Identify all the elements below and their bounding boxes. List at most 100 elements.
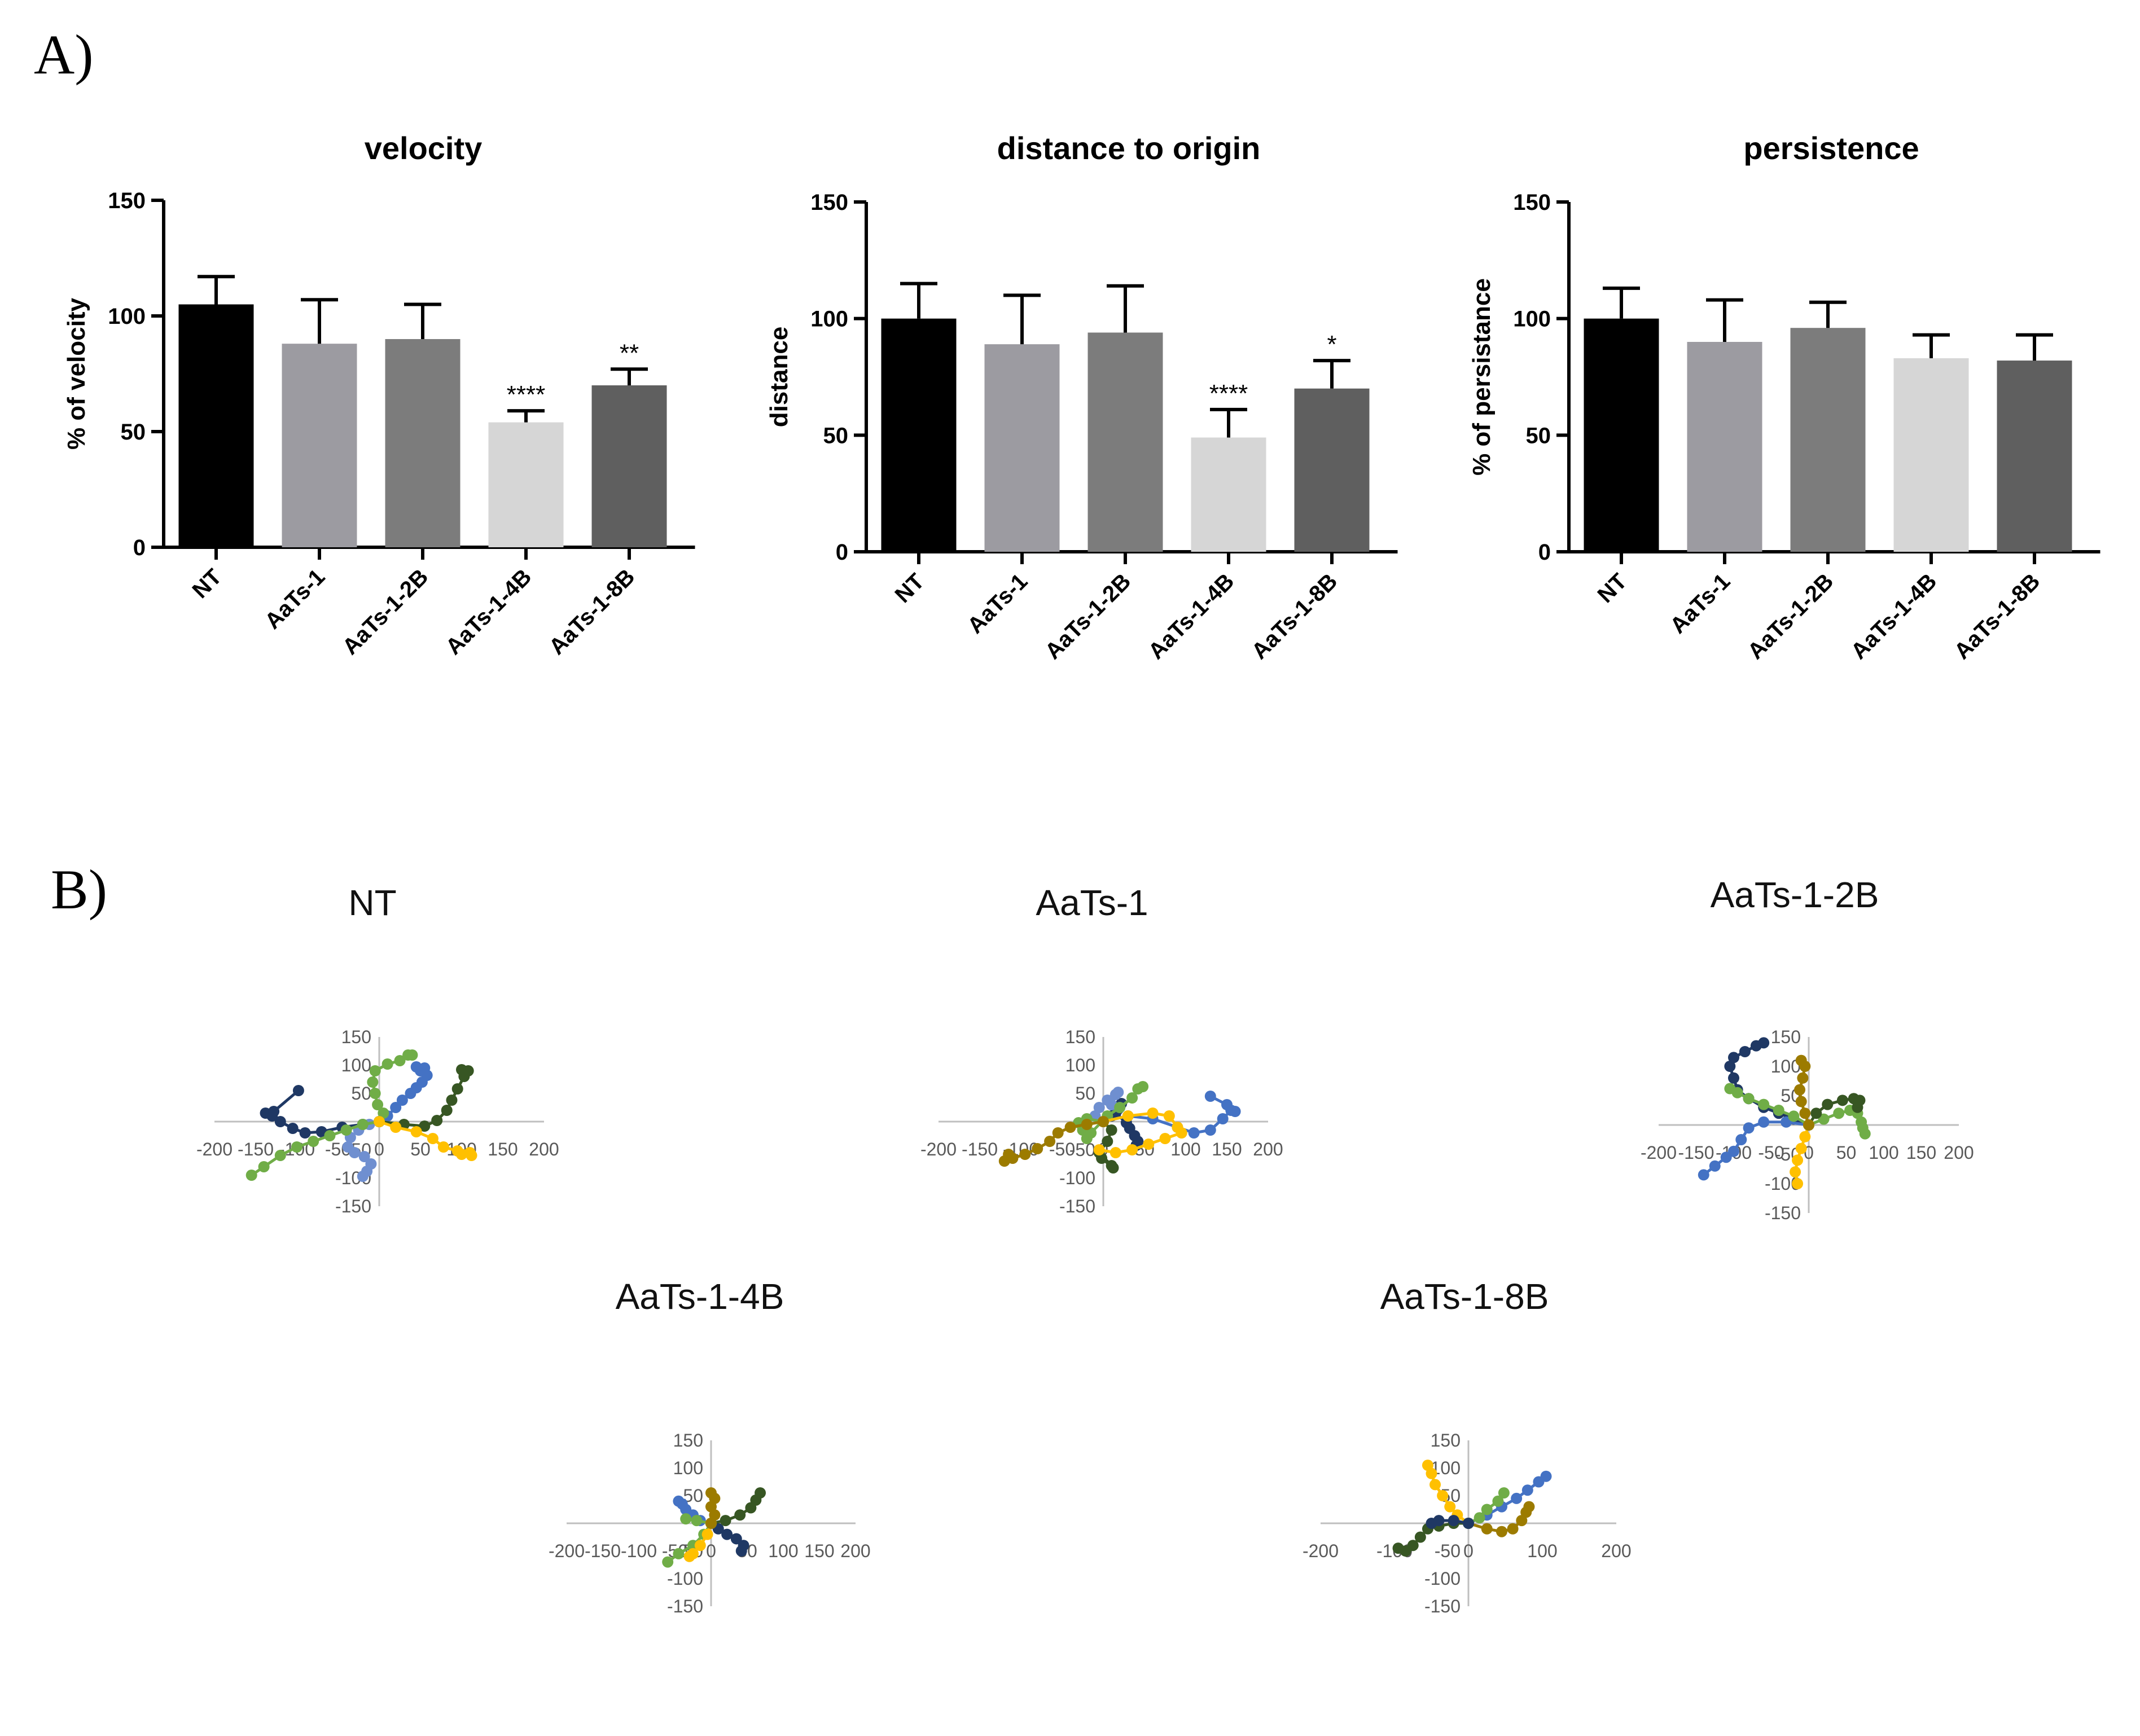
y-tick-label: 0 xyxy=(1538,540,1551,565)
trajectory-point-light-green xyxy=(1474,1512,1485,1524)
trajectory-point-light-green xyxy=(673,1548,685,1559)
trajectory-point-navy xyxy=(1463,1518,1474,1529)
persistence-bar-chart: persistence % of persistance 0 50 100 150 NT Aa… xyxy=(1468,130,2100,664)
x-tick-label: 150 xyxy=(1906,1142,1936,1163)
trajectory-point-blue xyxy=(410,1061,422,1073)
trajectory-point-light-green xyxy=(1724,1083,1736,1095)
x-tick-label: 150 xyxy=(1212,1139,1242,1159)
trajectory-point-light-green xyxy=(1758,1098,1770,1110)
trajectory-point-blue xyxy=(1720,1152,1732,1163)
trajectory-point-blue xyxy=(1735,1134,1747,1145)
trajectory-point-yellow xyxy=(683,1550,695,1562)
significance-marker: ** xyxy=(620,339,639,367)
trajectory-point-light-green xyxy=(245,1170,257,1181)
trajectory-point-olive xyxy=(1794,1084,1806,1096)
trajectory-point-olive xyxy=(1496,1526,1507,1537)
trajectory-point-dark-green xyxy=(720,1515,731,1527)
trajectory-point-yellow xyxy=(427,1133,438,1144)
trajectory-point-light-green xyxy=(1481,1504,1493,1515)
trajectory-point-light-green xyxy=(1126,1092,1138,1104)
bar-aats-1 xyxy=(1687,342,1762,552)
trajectory-point-light-blue xyxy=(1112,1087,1124,1098)
trajectory-point-dark-green xyxy=(1096,1153,1108,1164)
trajectory-point-blue xyxy=(1743,1122,1755,1134)
trajectory-point-navy xyxy=(1739,1046,1751,1057)
y-tick-label: -150 xyxy=(1059,1196,1095,1216)
trajectory-point-light-green-2 xyxy=(680,1513,692,1525)
trajectory-point-navy xyxy=(730,1533,742,1545)
y-tick-label: 50 xyxy=(1075,1083,1095,1104)
trajectory-point-yellow xyxy=(1437,1490,1449,1501)
trajectory-point-light-blue xyxy=(1093,1102,1105,1113)
x-tick-label: 0 xyxy=(1463,1541,1474,1561)
y-tick-label: -100 xyxy=(1424,1568,1461,1589)
y-tick-label: 150 xyxy=(1513,190,1551,215)
trajectory-point-light-green xyxy=(324,1130,336,1141)
y-tick-label: 150 xyxy=(810,190,848,215)
trajectory-point-olive xyxy=(1052,1127,1064,1139)
plot-title: AaTs-1-8B xyxy=(1380,1276,1549,1317)
trajectory-point-light-green xyxy=(1773,1105,1784,1116)
y-tick-label: -150 xyxy=(1765,1203,1801,1223)
y-tick-label: 100 xyxy=(673,1458,703,1478)
x-tick-label: -200 xyxy=(1303,1541,1339,1561)
trajectory-point-light-green-2 xyxy=(1859,1128,1871,1140)
y-tick-label: 50 xyxy=(121,420,146,445)
x-tick-label: 0 xyxy=(374,1139,384,1159)
x-tick-label: -200 xyxy=(1641,1142,1677,1163)
trajectory-point-yellow xyxy=(1163,1110,1175,1122)
trajectory-point-dark-green xyxy=(446,1095,458,1106)
trajectory-point-yellow xyxy=(1147,1107,1159,1119)
y-tick-label: -150 xyxy=(1424,1596,1461,1616)
trajectory-point-olive xyxy=(1507,1523,1519,1535)
trajectory-point-light-green xyxy=(1743,1093,1755,1105)
x-tick-label: -100 xyxy=(621,1541,657,1561)
trajectory-point-yellow xyxy=(1790,1166,1801,1178)
significance-marker: * xyxy=(1327,331,1336,358)
y-tick-label: 150 xyxy=(673,1430,703,1451)
x-category-label: AaTs-1-4B xyxy=(441,564,536,660)
x-tick-label: -200 xyxy=(920,1139,957,1159)
y-axis-label: % of velocity xyxy=(63,297,90,449)
trajectory-point-blue xyxy=(1698,1169,1709,1181)
bar-nt xyxy=(881,318,957,552)
bar-aats-1-4b xyxy=(488,422,564,547)
y-tick-label: -100 xyxy=(1059,1168,1095,1188)
y-tick-label: 150 xyxy=(1065,1027,1095,1047)
trajectory-point-green xyxy=(369,1065,381,1076)
trajectory-point-blue xyxy=(673,1495,685,1507)
trajectory-point-light-green xyxy=(1788,1110,1800,1122)
trajectory-point-blue xyxy=(1540,1470,1552,1482)
x-tick-label: 200 xyxy=(529,1139,559,1159)
x-category-label: AaTs-1-4B xyxy=(1846,569,1941,664)
bar-aats-1-2b xyxy=(1790,328,1866,552)
trajectory-point-navy xyxy=(1758,1037,1770,1049)
x-tick-label: 200 xyxy=(1601,1541,1631,1561)
x-tick-label: 50 xyxy=(410,1139,431,1159)
y-tick-label: -150 xyxy=(667,1596,703,1616)
trajectory-point-dark-green xyxy=(734,1509,746,1521)
trajectory-plot-aats-1-8b: AaTs-1-8B-200-1000100200-150-100-5050100… xyxy=(1303,1276,1632,1616)
trajectory-point-green xyxy=(381,1058,393,1070)
trajectory-point-olive xyxy=(1795,1096,1807,1107)
y-tick-label: -100 xyxy=(667,1568,703,1589)
trajectory-point-olive xyxy=(1003,1149,1015,1160)
trajectory-point-light-green xyxy=(291,1141,302,1153)
x-tick-label: 100 xyxy=(768,1541,798,1561)
trajectory-point-blue xyxy=(1217,1113,1229,1124)
trajectory-point-dark-green xyxy=(1102,1136,1113,1147)
trajectory-point-yellow xyxy=(1444,1501,1456,1513)
x-category-label: AaTs-1-2B xyxy=(337,564,433,660)
trajectory-point-light-blue xyxy=(358,1151,370,1162)
x-category-label: NT xyxy=(891,569,929,608)
bar-aats-1-4b xyxy=(1191,437,1266,552)
x-tick-label: 200 xyxy=(1944,1142,1974,1163)
y-axis-label: % of persistance xyxy=(1468,278,1496,476)
trajectory-point-yellow xyxy=(1143,1139,1155,1150)
trajectory-point-dark-green xyxy=(451,1083,463,1095)
trajectory-point-green xyxy=(378,1107,389,1119)
y-tick-label: 0 xyxy=(836,540,848,565)
trajectory-point-olive xyxy=(1797,1072,1809,1084)
trajectory-point-yellow xyxy=(1093,1144,1105,1155)
